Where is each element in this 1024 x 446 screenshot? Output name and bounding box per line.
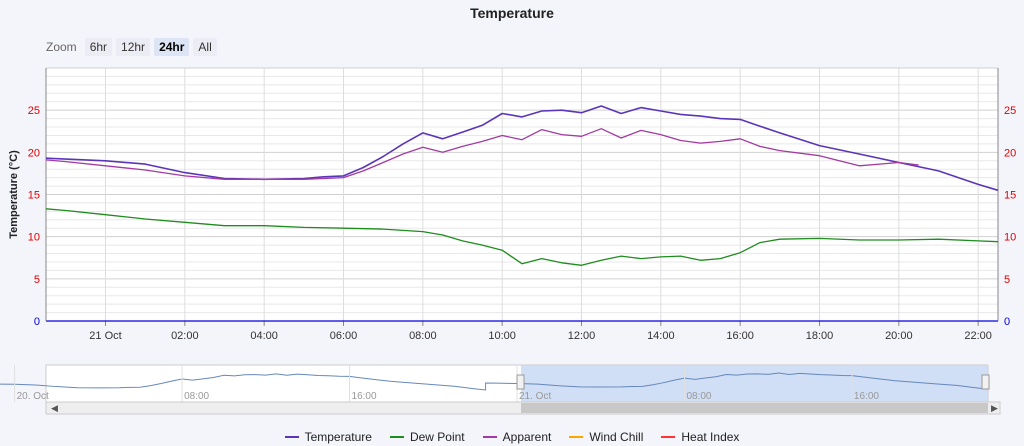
navigator-selection [521, 365, 988, 402]
legend-swatch-apparent [482, 436, 497, 438]
x-tick-label: 08:00 [409, 330, 437, 342]
legend-label: Temperature [304, 430, 372, 444]
x-tick-label: 20:00 [885, 330, 913, 342]
legend-item-dew-point[interactable]: Dew Point [389, 428, 465, 446]
legend-label: Heat Index [681, 430, 740, 444]
legend-swatch-temperature [284, 436, 299, 438]
navigator-label: 08:00 [184, 391, 209, 402]
x-tick-label: 06:00 [330, 330, 358, 342]
navigator-label: 21. Oct [519, 391, 551, 402]
y-tick-label-left: 15 [28, 190, 40, 202]
zoom-6hr-button[interactable]: 6hr [84, 38, 113, 56]
y-tick-label-right: 5 [1004, 274, 1010, 286]
chart-legend: Temperature Dew Point Apparent Wind Chil… [0, 428, 1024, 446]
legend-swatch-wind-chill [569, 436, 584, 438]
navigator-left-handle [516, 374, 525, 390]
legend-item-wind-chill[interactable]: Wind Chill [569, 428, 643, 446]
zoom-all-button[interactable]: All [193, 38, 217, 56]
y-tick-label-left: 20 [28, 147, 40, 159]
y-tick-label-left: 25 [28, 105, 40, 117]
y-tick-label-right: 25 [1004, 105, 1016, 117]
scroll-left-arrow-icon: ◀ [51, 403, 58, 413]
zoom-label: Zoom [46, 40, 77, 54]
zoom-24hr-button[interactable]: 24hr [154, 38, 190, 56]
legend-item-apparent[interactable]: Apparent [482, 428, 552, 446]
legend-item-heat-index[interactable]: Heat Index [661, 428, 739, 446]
y-tick-label-left: 10 [28, 232, 40, 244]
y-tick-label-right: 15 [1004, 190, 1016, 202]
legend-label: Dew Point [409, 430, 465, 444]
legend-swatch-heat-index [661, 436, 676, 438]
x-tick-label: 10:00 [488, 330, 516, 342]
temperature-chart: 21 Oct 02:00 04:00 06:00 08:00 10:00 12:00 14:0… [0, 67, 1016, 415]
y-tick-label-left: 5 [34, 274, 40, 286]
legend-item-temperature[interactable]: Temperature [284, 428, 372, 446]
dew-point-line [45, 208, 999, 266]
y-tick-label-right: 10 [1004, 232, 1016, 244]
x-tick-label: 21 Oct [89, 330, 121, 342]
y-tick-label-right: 20 [1004, 147, 1016, 159]
apparent-line [45, 128, 919, 180]
navigator-label: 16:00 [352, 391, 377, 402]
zoom-control: Zoom 6hr 12hr 24hr All [46, 37, 217, 57]
navigator-label: 08:00 [686, 391, 711, 402]
legend-swatch-dew-point [389, 436, 404, 438]
x-tick-label: 02:00 [171, 330, 199, 342]
y-axis-title: Temperature (°C) [8, 150, 20, 239]
navigator-label: 20. Oct [17, 391, 49, 402]
x-tick-label: 04:00 [250, 330, 278, 342]
scroll-right-arrow-icon: ▶ [991, 403, 998, 413]
chart-title: Temperature [470, 5, 554, 21]
x-tick-label: 22:00 [964, 330, 992, 342]
navigator-label: 16:00 [854, 391, 879, 402]
x-tick-label: 18:00 [806, 330, 834, 342]
y-tick-label-right: 0 [1004, 316, 1010, 328]
navigator-right-handle [981, 374, 990, 390]
y-tick-label-left: 0 [34, 316, 40, 328]
navigator-line [0, 372, 989, 391]
legend-label: Apparent [502, 430, 552, 444]
x-tick-label: 16:00 [726, 330, 754, 342]
legend-label: Wind Chill [589, 430, 644, 444]
navigator-scroll-thumb [521, 403, 988, 413]
x-tick-label: 14:00 [647, 330, 675, 342]
x-tick-label: 12:00 [568, 330, 596, 342]
zoom-12hr-button[interactable]: 12hr [116, 38, 151, 56]
